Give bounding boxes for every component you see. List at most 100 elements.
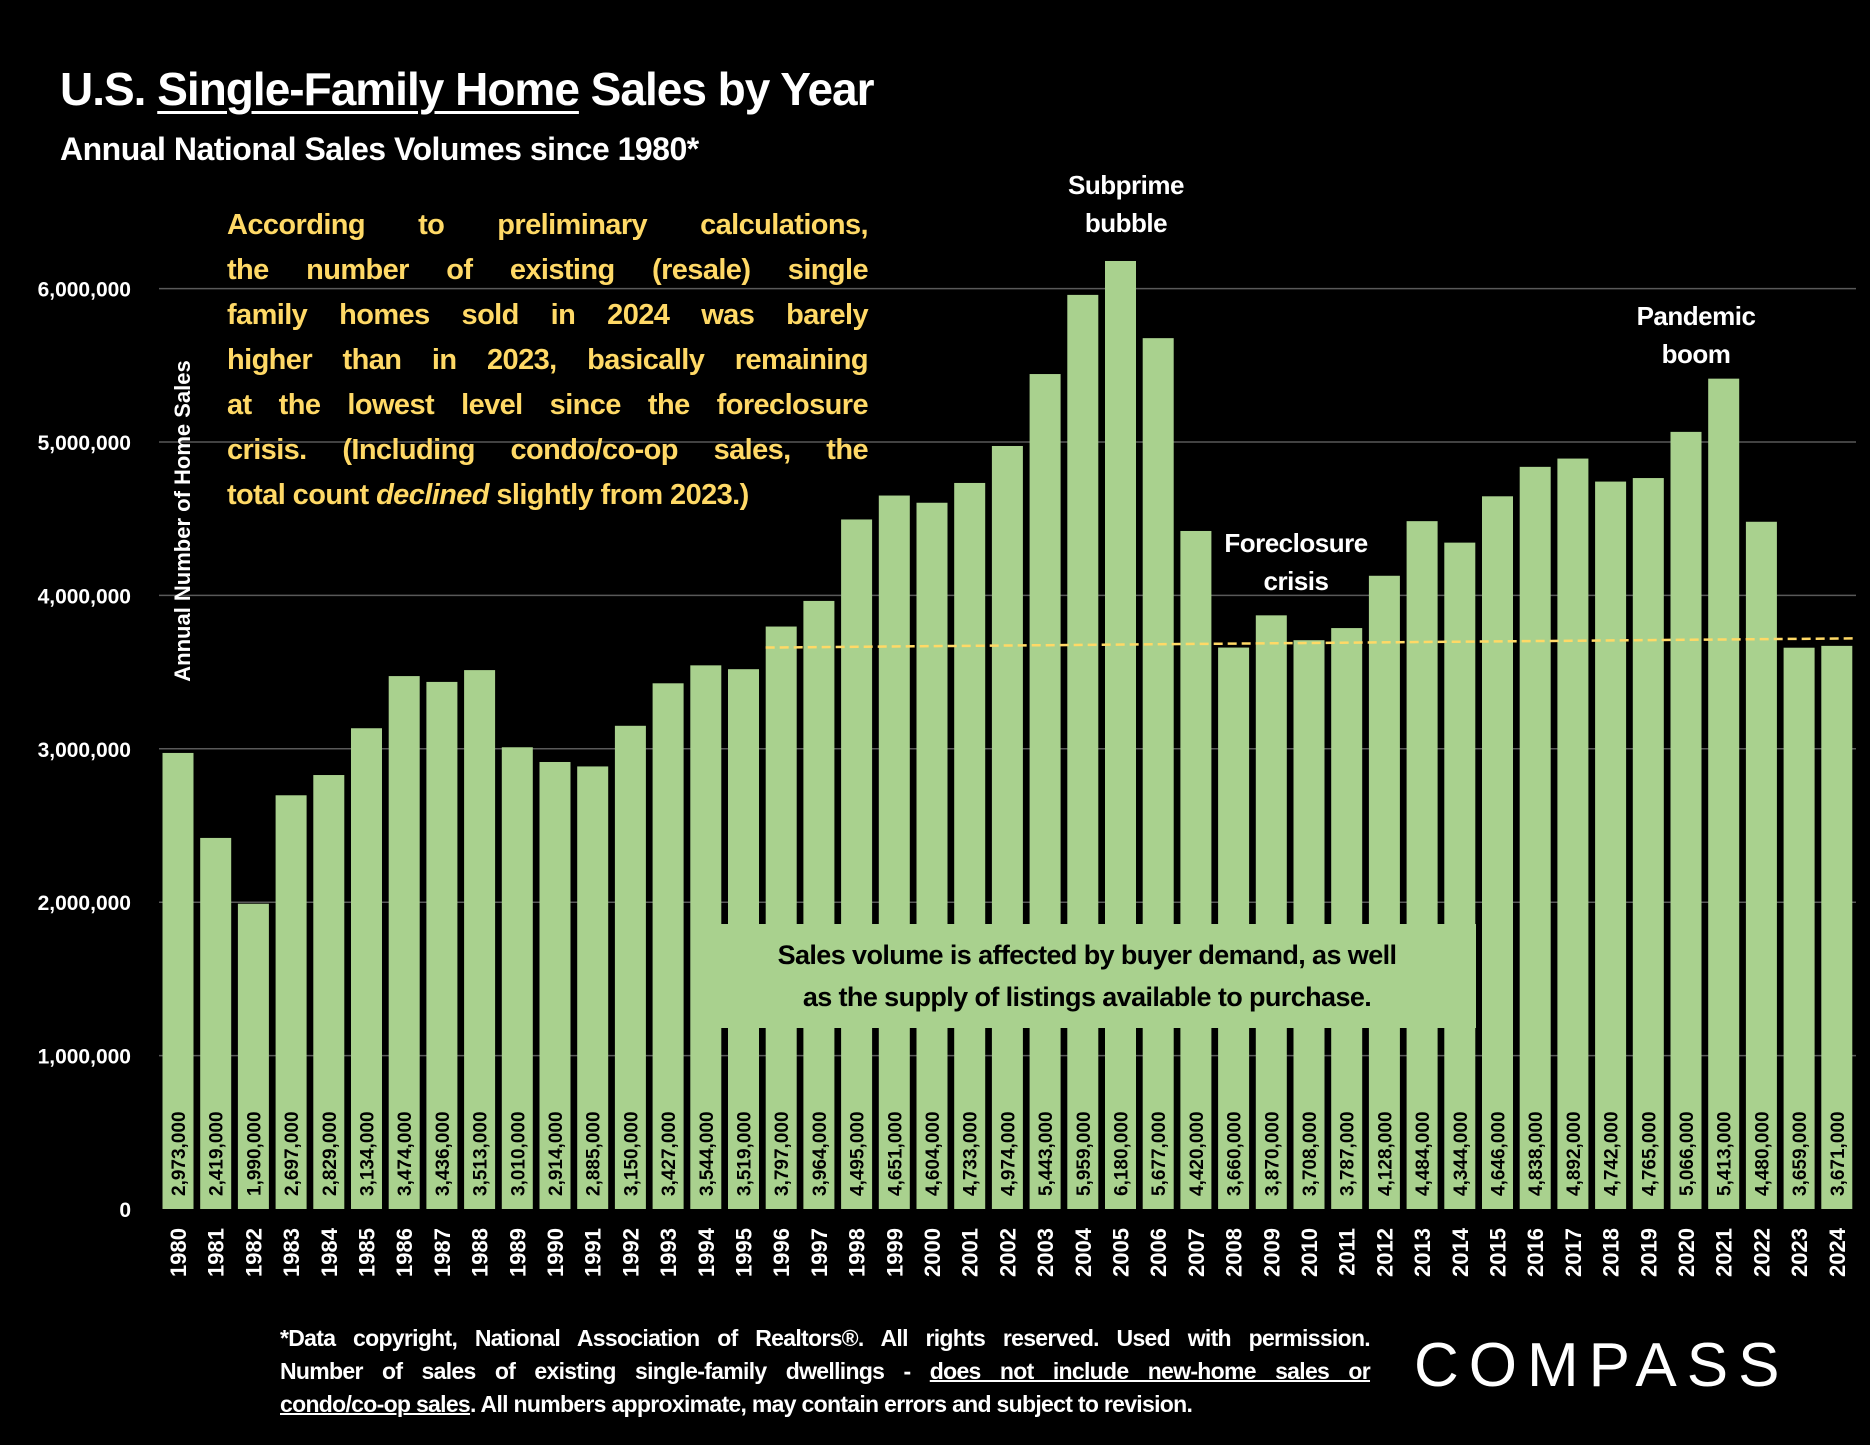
bar-2012 — [1368, 575, 1400, 1209]
bar-2024 — [1821, 645, 1853, 1209]
x-tick-label: 2016 — [1523, 1228, 1548, 1277]
data-label: 4,892,000 — [1564, 1111, 1585, 1196]
x-tick-label: 1993 — [656, 1228, 681, 1277]
data-label: 3,427,000 — [659, 1111, 680, 1196]
bar-2011 — [1331, 628, 1363, 1209]
bar-2017 — [1557, 458, 1589, 1209]
y-tick-labels: 0 1,000,000 2,000,000 3,000,000 4,000,000 5,0… — [38, 279, 131, 1222]
bar-1988 — [464, 670, 496, 1209]
data-label: 3,708,000 — [1300, 1111, 1321, 1196]
bar-2000 — [916, 502, 948, 1209]
data-label: 2,419,000 — [207, 1111, 228, 1196]
bar-2016 — [1519, 466, 1551, 1209]
bar-2007 — [1180, 530, 1212, 1209]
x-tick-label: 2024 — [1825, 1227, 1850, 1277]
x-tick-label: 1990 — [543, 1228, 568, 1277]
bar-1982 — [237, 903, 269, 1209]
bar-2003 — [1029, 374, 1061, 1209]
data-label: 2,973,000 — [169, 1111, 190, 1196]
bar-2023 — [1783, 647, 1815, 1209]
x-tick-label: 2017 — [1561, 1228, 1586, 1277]
x-tick-label: 2020 — [1674, 1228, 1699, 1277]
data-label: 3,010,000 — [508, 1111, 529, 1196]
chart-subtitle: Annual National Sales Volumes since 1980… — [60, 131, 699, 167]
x-tick-label: 1995 — [732, 1228, 757, 1277]
commentary-line: According to preliminary calculations, — [227, 209, 869, 241]
y-tick-label: 2,000,000 — [38, 892, 131, 915]
x-tick-label: 2022 — [1749, 1228, 1774, 1277]
data-label: 3,659,000 — [1790, 1111, 1811, 1196]
data-label: 1,990,000 — [244, 1111, 265, 1196]
commentary-line: total count declined slightly from 2023.… — [227, 479, 749, 511]
x-tick-label: 2021 — [1712, 1228, 1737, 1277]
data-label: 5,443,000 — [1036, 1111, 1057, 1196]
data-label: 2,697,000 — [282, 1111, 303, 1196]
y-tick-label: 5,000,000 — [38, 432, 131, 455]
data-label: 3,660,000 — [1225, 1111, 1246, 1196]
data-label: 6,180,000 — [1112, 1111, 1133, 1196]
commentary-text: According to preliminary calculations, t… — [227, 203, 869, 518]
annotation-foreclosure-crisis: Foreclosure crisis — [1224, 528, 1368, 596]
bar-2006 — [1142, 338, 1174, 1209]
bar-1983 — [275, 795, 307, 1209]
callout-box: Sales volume is affected by buyer demand… — [698, 924, 1476, 1028]
data-label: 3,474,000 — [395, 1111, 416, 1196]
data-label: 3,671,000 — [1828, 1111, 1849, 1196]
commentary-line: the number of existing (resale) single — [227, 254, 869, 286]
bar-2004 — [1067, 294, 1099, 1209]
bar-1985 — [351, 728, 382, 1209]
bar-1989 — [501, 747, 533, 1209]
x-tick-label: 2004 — [1071, 1227, 1096, 1277]
x-tick-label: 2005 — [1109, 1228, 1134, 1277]
bar-2001 — [954, 482, 986, 1210]
data-labels: 2,973,000 2,419,000 1,990,000 2,697,000 2,82… — [169, 1111, 1849, 1196]
commentary-line: crisis. (Including condo/co-op sales, th… — [227, 434, 869, 466]
x-tick-label: 2023 — [1787, 1228, 1812, 1277]
data-label: 3,150,000 — [621, 1111, 642, 1196]
x-tick-label: 2019 — [1636, 1228, 1661, 1277]
commentary-line: at the lowest level since the foreclosur… — [227, 389, 869, 421]
data-label: 4,838,000 — [1526, 1111, 1547, 1196]
data-label: 4,974,000 — [998, 1111, 1019, 1196]
data-label: 4,765,000 — [1639, 1111, 1660, 1196]
bar-1999 — [878, 495, 910, 1209]
bar-2014 — [1444, 542, 1476, 1209]
data-label: 5,066,000 — [1677, 1111, 1698, 1196]
x-tick-label: 1982 — [241, 1228, 266, 1277]
data-label: 5,677,000 — [1149, 1111, 1170, 1196]
footnote: *Data copyright, National Association of… — [280, 1325, 1371, 1417]
data-label: 3,870,000 — [1262, 1111, 1283, 1196]
bar-2009 — [1255, 615, 1287, 1209]
bar-1987 — [426, 681, 458, 1209]
bar-1986 — [388, 676, 420, 1209]
data-label: 4,495,000 — [848, 1111, 869, 1196]
x-tick-label: 2002 — [995, 1228, 1020, 1277]
compass-logo: COMPASS — [1414, 1331, 1790, 1400]
x-tick-labels: 1980 1981 1982 1983 1984 1985 1986 1987 1988 1989… — [166, 1227, 1850, 1277]
data-label: 4,646,000 — [1489, 1111, 1510, 1196]
x-tick-label: 2012 — [1372, 1228, 1397, 1277]
x-tick-label: 1991 — [581, 1228, 606, 1277]
x-tick-label: 2000 — [920, 1228, 945, 1277]
data-label: 4,733,000 — [961, 1111, 982, 1196]
bar-1981 — [200, 837, 232, 1209]
y-tick-label: 6,000,000 — [38, 279, 131, 302]
x-tick-label: 1986 — [392, 1228, 417, 1277]
data-label: 3,134,000 — [358, 1111, 379, 1196]
bar-1998 — [841, 519, 873, 1209]
x-tick-label: 1994 — [694, 1227, 719, 1277]
commentary-line: higher than in 2023, basically remaining — [227, 344, 869, 376]
x-tick-label: 2018 — [1599, 1228, 1624, 1277]
bar-2019 — [1632, 478, 1664, 1209]
data-label: 2,914,000 — [546, 1111, 567, 1196]
data-label: 3,519,000 — [735, 1111, 756, 1196]
data-label: 2,885,000 — [584, 1111, 605, 1196]
x-tick-label: 1999 — [882, 1228, 907, 1277]
x-tick-label: 1980 — [166, 1228, 191, 1277]
x-tick-label: 1996 — [769, 1228, 794, 1277]
commentary-line: family homes sold in 2024 was barely — [227, 299, 869, 331]
bar-1992 — [614, 725, 646, 1209]
data-label: 3,436,000 — [433, 1111, 454, 1196]
x-tick-label: 2006 — [1146, 1228, 1171, 1277]
